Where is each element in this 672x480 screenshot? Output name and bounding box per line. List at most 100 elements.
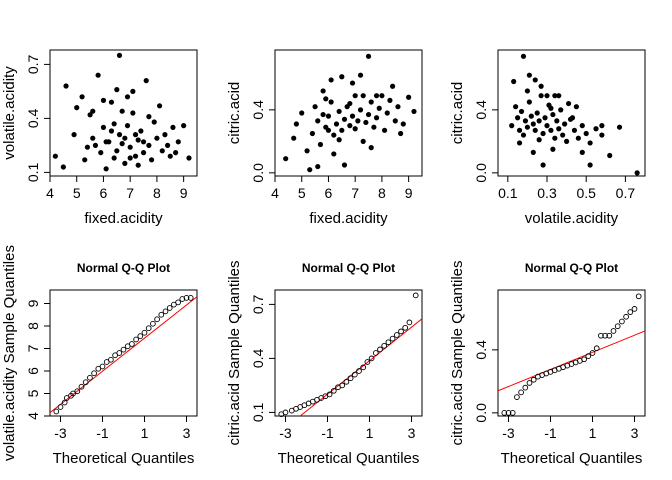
data-point [364,359,371,365]
data-point [341,162,348,168]
data-point [373,115,380,121]
data-point [556,93,562,99]
y-tick-label: 4 [25,412,41,420]
data-point [154,135,160,141]
panel-2: 4 5 6 7 8 9 0.0 0.4 fixed.acidity citric.acid [226,49,423,227]
data-point [540,130,546,137]
x-tick-label: 6 [100,185,108,201]
data-point [71,132,77,138]
data-point [505,410,512,416]
data-point [619,318,625,325]
data-point [587,162,593,168]
data-point [127,155,133,161]
data-point [518,108,525,115]
qq-reference-line [50,296,197,414]
data-point [339,74,345,80]
x-tick-label: 1 [589,425,597,441]
data-point [114,87,120,93]
data-point [127,144,133,150]
data-point [108,356,114,363]
data-point [585,353,592,360]
data-point [116,350,123,356]
data-point [282,409,289,416]
data-point [548,127,554,133]
data-point [95,72,101,78]
data-point [379,93,385,99]
data-point [124,123,131,129]
data-point [339,382,346,389]
data-point [111,155,117,161]
data-point [148,157,155,163]
data-point [368,355,375,362]
data-point [130,110,136,116]
data-point [92,142,99,148]
data-point [146,114,152,120]
data-point [325,127,332,133]
data-point [520,53,527,59]
data-point [347,123,353,129]
data-point [389,335,396,342]
data-point [99,363,106,370]
data-point [328,99,334,105]
data-point [326,391,333,398]
data-point [330,387,337,394]
data-point [336,137,342,143]
y-tick-label: 0.1 [250,402,266,422]
data-point [558,107,564,113]
data-point [530,121,536,127]
data-point [530,149,536,155]
data-point [150,320,156,327]
data-point [341,116,348,122]
data-point [395,104,401,110]
data-point [569,115,576,121]
data-point [392,118,398,124]
data-point [100,124,107,130]
x-tick-label: 0.5 [576,185,596,201]
data-point [349,113,356,119]
data-point [610,328,617,334]
data-point [524,88,531,94]
plot-frame [49,49,198,177]
data-point [360,364,367,371]
data-point [573,104,580,110]
y-tick-label: 0.4 [473,340,489,360]
x-tick-label: 8 [378,185,386,201]
data-point [522,118,529,124]
data-point [538,93,544,99]
data-point [352,93,358,99]
data-point [365,111,372,118]
data-point [548,105,554,111]
data-point [108,99,115,105]
data-point [347,375,354,382]
data-point [550,146,556,152]
data-point [162,132,168,138]
x-tick-label: 0.3 [537,185,557,201]
y-tick-label: 9 [25,299,41,307]
data-point [82,379,89,386]
y-axis-label: citric.acid Sample Quantiles [449,260,466,445]
x-tick-label: -3 [54,425,67,441]
data-point [143,78,149,84]
data-point [331,132,337,138]
data-point [103,166,109,172]
data-point [368,99,374,105]
data-point [325,113,332,119]
data-point [376,105,382,111]
data-point [400,121,406,127]
data-points [52,52,192,172]
data-point [315,163,321,170]
data-point [183,295,190,301]
data-point [186,155,192,161]
data-point [614,323,621,330]
data-point [166,305,173,311]
data-point [156,103,163,109]
x-axis-label: fixed.acidity [84,210,163,227]
data-point [581,356,587,363]
data-point [606,332,613,339]
data-point [90,135,96,141]
data-point [124,94,131,100]
data-point [90,108,96,114]
data-point [360,93,366,99]
data-point [398,130,404,137]
y-tick-label: 0.4 [25,108,41,128]
